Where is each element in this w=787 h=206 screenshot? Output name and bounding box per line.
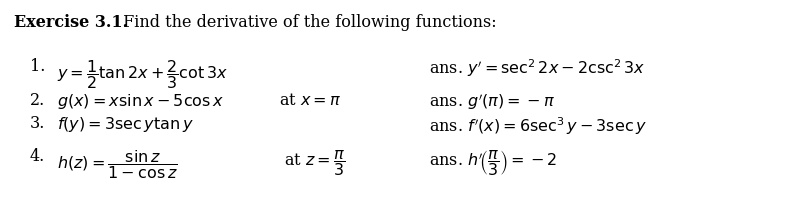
Text: 4.: 4. (30, 148, 45, 165)
Text: Exercise 3.1.: Exercise 3.1. (14, 14, 128, 32)
Text: Find the derivative of the following functions:: Find the derivative of the following fun… (118, 14, 497, 32)
Text: ans. $g'(\pi) = -\pi$: ans. $g'(\pi) = -\pi$ (429, 92, 555, 112)
Text: 2.: 2. (30, 92, 45, 109)
Text: ans. $h'\!\left(\dfrac{\pi}{3}\right) = -2$: ans. $h'\!\left(\dfrac{\pi}{3}\right) = … (429, 148, 557, 178)
Text: at $z = \dfrac{\pi}{3}$: at $z = \dfrac{\pi}{3}$ (269, 148, 345, 178)
Text: $f(y) = 3\sec y\tan y$: $f(y) = 3\sec y\tan y$ (57, 115, 194, 134)
Text: $y = \dfrac{1}{2}\tan 2x + \dfrac{2}{3}\cot 3x$: $y = \dfrac{1}{2}\tan 2x + \dfrac{2}{3}\… (57, 58, 228, 91)
Text: $h(z) = \dfrac{\sin z}{1-\cos z}$: $h(z) = \dfrac{\sin z}{1-\cos z}$ (57, 148, 177, 181)
Text: ans. $f'(x) = 6\sec^3 y - 3\sec y$: ans. $f'(x) = 6\sec^3 y - 3\sec y$ (429, 115, 647, 137)
Text: ans. $y' = \sec^2 2x - 2\csc^2 3x$: ans. $y' = \sec^2 2x - 2\csc^2 3x$ (429, 58, 645, 79)
Text: 3.: 3. (30, 115, 46, 132)
Text: at $x = \pi$: at $x = \pi$ (269, 92, 342, 109)
Text: $g(x) = x\sin x - 5\cos x$: $g(x) = x\sin x - 5\cos x$ (57, 92, 224, 111)
Text: 1.: 1. (30, 58, 46, 75)
